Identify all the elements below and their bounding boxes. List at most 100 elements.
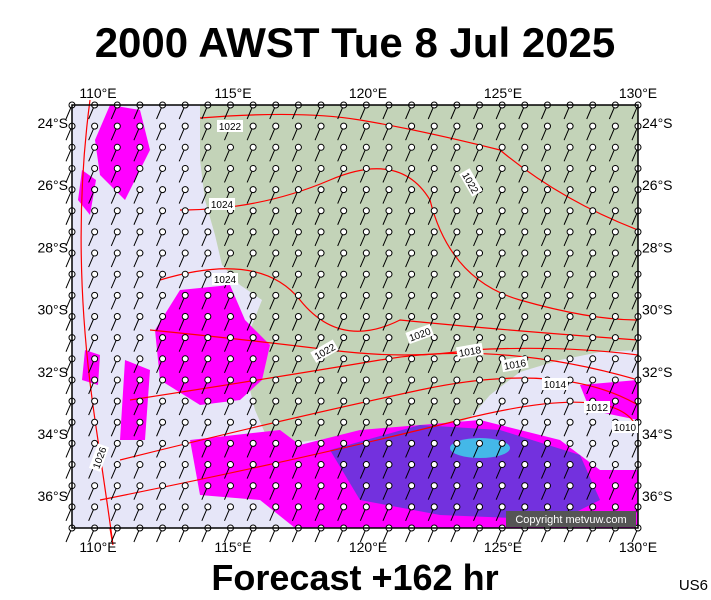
- station: [204, 313, 212, 320]
- station: [340, 461, 348, 469]
- station: [362, 164, 370, 172]
- station: [136, 122, 144, 130]
- station: [294, 164, 302, 172]
- station: [566, 503, 574, 511]
- station: [453, 313, 461, 320]
- station: [566, 334, 574, 342]
- station: [385, 228, 393, 236]
- station: [204, 164, 212, 172]
- station: [113, 186, 121, 194]
- lat-label-left: 34°S: [37, 426, 68, 442]
- station: [294, 249, 302, 257]
- station: [498, 482, 506, 490]
- station: [543, 122, 551, 130]
- station: [181, 313, 189, 320]
- station: [113, 207, 121, 215]
- station: [159, 355, 167, 363]
- station: [91, 313, 99, 320]
- station: [136, 482, 144, 490]
- station: [543, 164, 551, 172]
- station: [136, 186, 144, 194]
- station: [543, 461, 551, 469]
- station: [226, 439, 234, 447]
- station: [340, 334, 348, 342]
- station: [91, 207, 99, 215]
- station: [543, 207, 551, 215]
- station: [159, 228, 167, 236]
- station: [113, 334, 121, 342]
- station: [543, 186, 551, 194]
- station: [408, 249, 416, 257]
- forecast-label: Forecast +162 hr: [211, 557, 498, 598]
- station: [611, 207, 619, 215]
- station: [362, 270, 370, 278]
- station: [385, 376, 393, 384]
- station: [566, 355, 574, 363]
- station: [385, 482, 393, 490]
- station: [317, 270, 325, 278]
- station: [204, 249, 212, 257]
- station: [91, 249, 99, 257]
- station: [272, 461, 280, 469]
- station: [611, 376, 619, 384]
- lat-label-right: 26°S: [642, 177, 673, 193]
- station: [249, 228, 257, 236]
- isobar-label-box: [584, 401, 610, 413]
- station: [430, 376, 438, 384]
- station: [408, 122, 416, 130]
- station: [294, 313, 302, 320]
- station: [181, 143, 189, 151]
- station: [589, 418, 597, 426]
- station: [385, 355, 393, 363]
- station: [113, 355, 121, 363]
- station: [249, 418, 257, 426]
- copyright-box: [506, 511, 636, 527]
- station: [521, 207, 529, 215]
- station: [294, 397, 302, 405]
- station: [566, 207, 574, 215]
- station: [181, 461, 189, 469]
- station: [408, 313, 416, 320]
- station: [430, 461, 438, 469]
- lon-label-bottom: 115°E: [214, 539, 251, 555]
- station: [272, 355, 280, 363]
- station: [249, 270, 257, 278]
- station: [136, 503, 144, 511]
- station: [362, 355, 370, 363]
- station: [272, 143, 280, 151]
- station: [113, 291, 121, 299]
- station: [91, 439, 99, 447]
- station: [476, 249, 484, 257]
- station: [385, 397, 393, 405]
- station: [498, 186, 506, 194]
- station: [408, 207, 416, 215]
- station: [589, 122, 597, 130]
- station: [589, 376, 597, 384]
- station: [340, 270, 348, 278]
- station: [204, 482, 212, 490]
- station: [385, 143, 393, 151]
- station: [385, 291, 393, 299]
- station: [543, 291, 551, 299]
- station: [340, 355, 348, 363]
- station: [589, 164, 597, 172]
- station: [136, 249, 144, 257]
- station: [430, 313, 438, 320]
- station: [249, 291, 257, 299]
- station: [430, 122, 438, 130]
- station: [566, 291, 574, 299]
- station: [294, 376, 302, 384]
- station: [408, 397, 416, 405]
- station: [272, 503, 280, 511]
- isobars: [80, 99, 639, 546]
- station: [476, 270, 484, 278]
- lat-label-right: 30°S: [642, 302, 673, 318]
- station: [249, 164, 257, 172]
- station: [385, 503, 393, 511]
- station: [362, 122, 370, 130]
- station: [362, 249, 370, 257]
- station: [272, 228, 280, 236]
- station: [317, 249, 325, 257]
- station: [340, 291, 348, 299]
- station: [340, 207, 348, 215]
